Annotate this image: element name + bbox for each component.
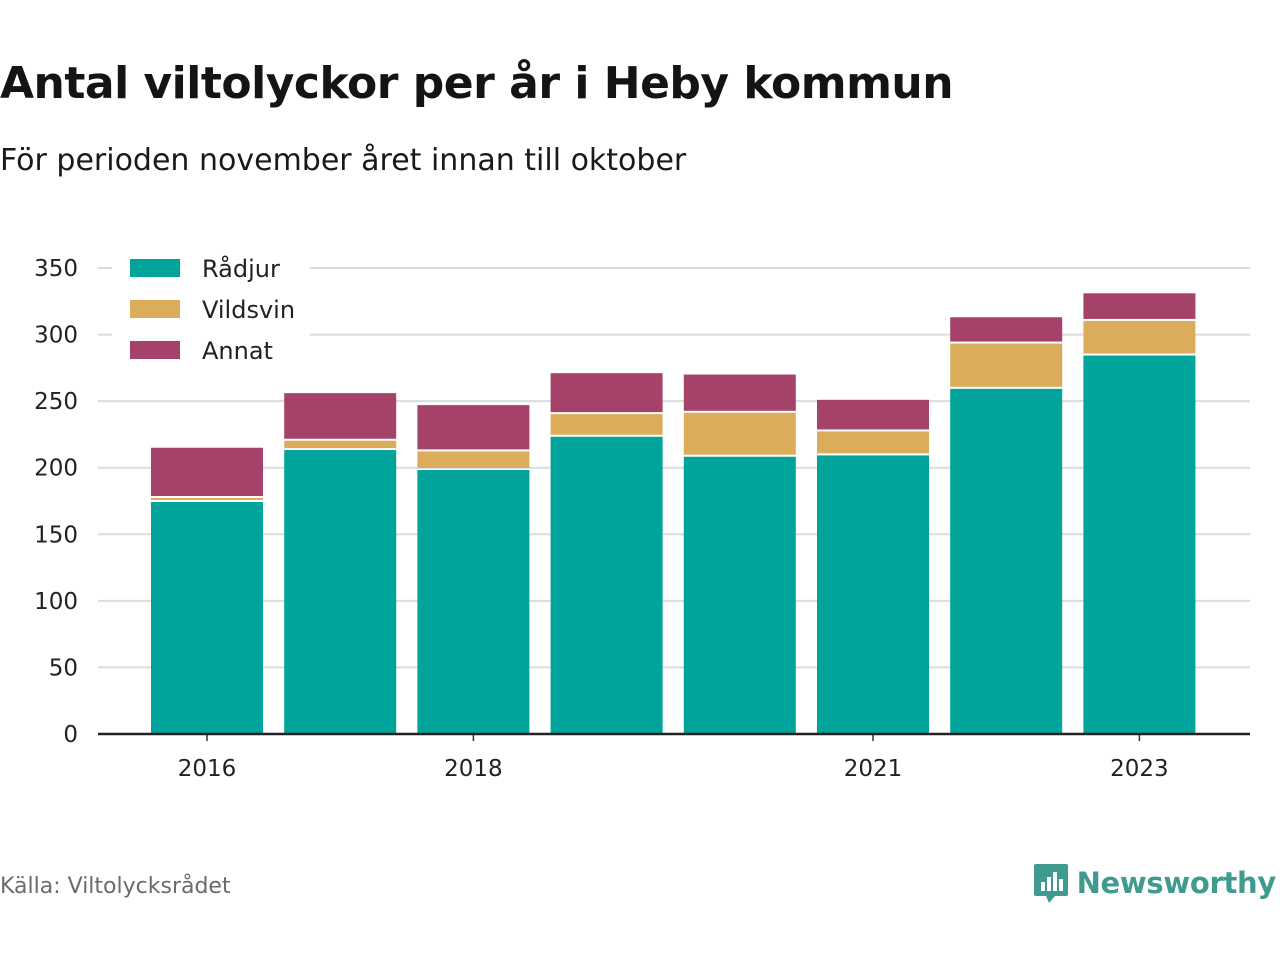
y-tick-label: 0 [63, 722, 78, 748]
y-tick-label: 150 [34, 522, 78, 548]
x-tick-label: 2021 [844, 756, 903, 782]
y-tick-label: 300 [34, 323, 78, 349]
bar-segment-vildsvin [817, 431, 929, 454]
bar-segment-rådjur [683, 456, 796, 734]
brand-logo: Newsworthy [1033, 862, 1276, 904]
brand-name: Newsworthy [1076, 866, 1277, 900]
bar-segment-vildsvin [417, 451, 530, 469]
bar-segment-rådjur [550, 436, 663, 734]
x-tick-label: 2016 [178, 756, 237, 782]
legend-swatch-vildsvin [130, 300, 180, 318]
bar-segment-rådjur [284, 450, 397, 734]
y-tick-label: 50 [49, 655, 78, 681]
bar-segment-annat [817, 399, 929, 430]
bar-segment-rådjur [417, 470, 530, 734]
legend-label: Annat [202, 337, 273, 365]
legend-swatch-annat [130, 341, 180, 359]
chart-title: Antal viltolyckor per år i Heby kommun [0, 58, 954, 109]
bar-segment-vildsvin [950, 343, 1063, 387]
source-note: Källa: Viltolycksrådet [0, 874, 231, 899]
bar-segment-annat [417, 405, 530, 450]
legend-label: Rådjur [202, 254, 280, 283]
bar-chart-speech-bubble-icon [1033, 864, 1068, 903]
x-tick-label: 2018 [444, 756, 503, 782]
x-tick-label: 2023 [1110, 756, 1169, 782]
legend-swatch-rådjur [130, 259, 180, 277]
stacked-bar-chart: 0 50 100 150 200 250 300 350 2016 2018 2021 2023 Rå… [34, 250, 1250, 782]
legend-label: Vildsvin [202, 296, 295, 324]
y-tick-label: 350 [34, 256, 78, 282]
bar-segment-rådjur [1083, 355, 1196, 734]
y-tick-label: 200 [34, 456, 78, 482]
bar-segment-vildsvin [550, 414, 663, 435]
bar-segment-rådjur [151, 502, 263, 734]
bar-segment-annat [950, 317, 1063, 342]
bar-segment-vildsvin [683, 412, 796, 455]
bar-segment-vildsvin [284, 440, 397, 449]
y-tick-label: 250 [34, 389, 78, 415]
bar-segment-annat [550, 373, 663, 413]
bar-segment-rådjur [950, 388, 1063, 734]
bar-segment-rådjur [817, 455, 929, 734]
bar-segment-vildsvin [151, 498, 263, 500]
bar-segment-annat [284, 393, 397, 439]
bar-segment-annat [151, 447, 263, 497]
bar-segment-annat [1083, 293, 1196, 319]
chart-subtitle: För perioden november året innan till ok… [0, 143, 687, 178]
bar-segment-vildsvin [1083, 320, 1196, 354]
y-tick-label: 100 [34, 589, 78, 615]
bar-segment-annat [683, 374, 796, 411]
